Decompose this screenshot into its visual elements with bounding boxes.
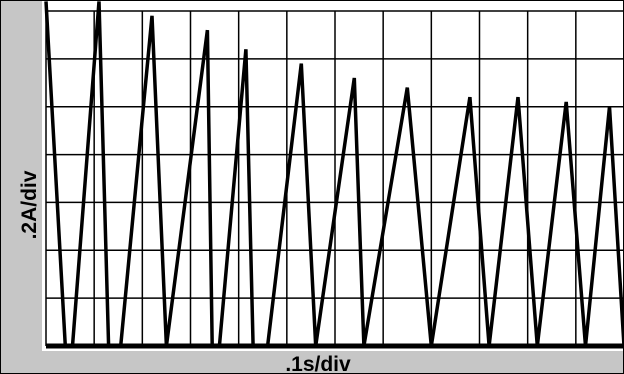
left-band (0, 0, 42, 374)
x-axis-label: .1s/div (285, 353, 351, 374)
y-axis-label: .2A/div (18, 170, 41, 239)
grid (45, 10, 624, 347)
bottom-band (0, 351, 624, 374)
